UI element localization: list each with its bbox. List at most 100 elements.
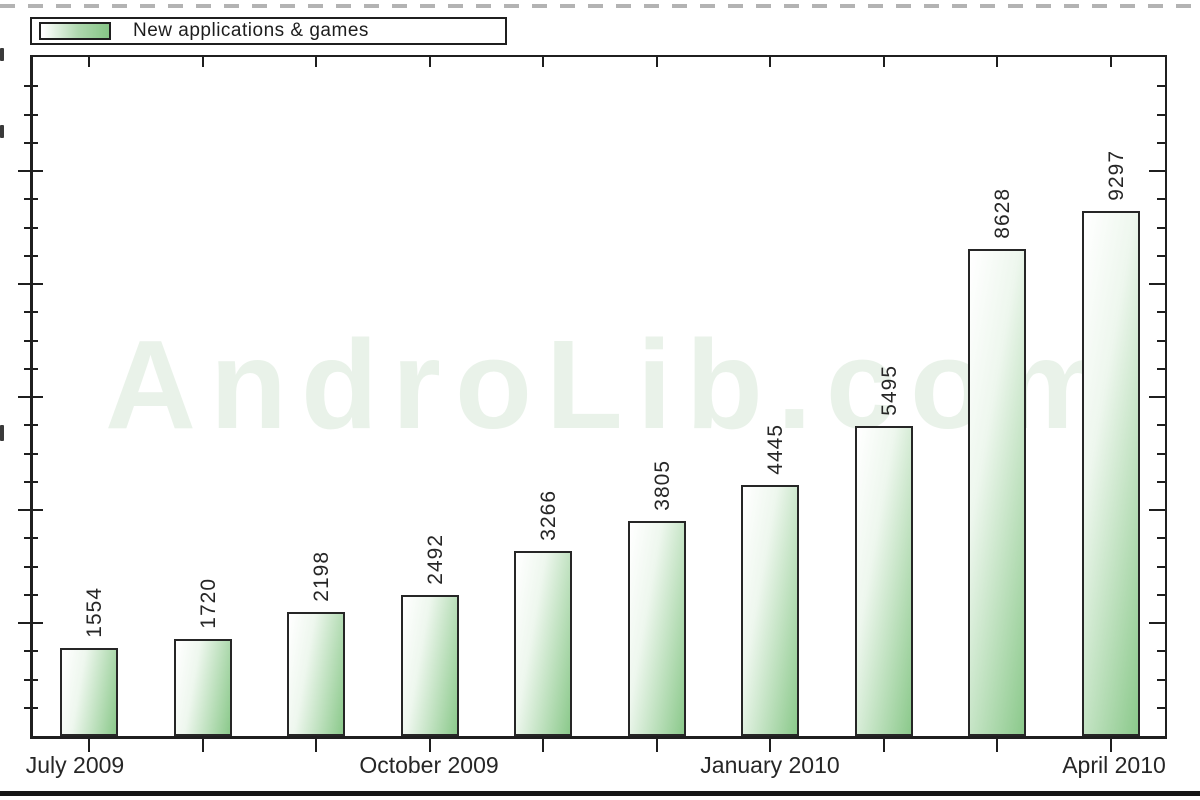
x-axis-top-tick (996, 57, 998, 67)
y-axis-major-tick (18, 622, 43, 624)
y-axis-minor-tick-right (1157, 650, 1165, 652)
y-axis-major-tick (18, 283, 43, 285)
x-axis-top-tick (429, 57, 431, 67)
bar (628, 521, 686, 736)
legend-label: New applications & games (133, 20, 369, 41)
y-axis-minor-tick-right (1157, 85, 1165, 87)
bar (401, 595, 459, 736)
x-axis-top-tick (656, 57, 658, 67)
y-axis-minor-tick (24, 255, 38, 257)
x-axis-top-tick (542, 57, 544, 67)
bar-value-label: 1554 (83, 587, 106, 638)
bar-value-label: 2492 (424, 534, 447, 585)
y-axis-minor-tick (24, 650, 38, 652)
y-axis-minor-tick (24, 227, 38, 229)
y-axis-minor-tick (24, 142, 38, 144)
x-axis-tick-label: April 2010 (1062, 752, 1166, 778)
top-border-dashed-line (0, 4, 1200, 8)
x-axis-top-tick (202, 57, 204, 67)
y-axis-minor-tick-right (1157, 679, 1165, 681)
legend-swatch-icon (39, 22, 111, 40)
x-axis-bottom-tick (202, 736, 204, 752)
y-axis-minor-tick (24, 340, 38, 342)
y-axis-minor-tick (24, 537, 38, 539)
x-axis-bottom-tick (883, 736, 885, 752)
y-axis-minor-tick (24, 453, 38, 455)
plot-border-right (1165, 55, 1167, 739)
y-axis-minor-tick-right (1157, 142, 1165, 144)
x-axis-tick-label: January 2010 (700, 752, 840, 778)
bar-value-label: 3266 (537, 490, 560, 541)
bar-value-label: 3805 (651, 460, 674, 511)
bar-value-label: 5495 (878, 365, 901, 416)
y-axis-minor-tick (24, 566, 38, 568)
x-axis-line (30, 736, 1167, 739)
x-axis-top-tick (1110, 57, 1112, 67)
y-axis-minor-tick (24, 311, 38, 313)
y-axis-minor-tick (24, 707, 38, 709)
y-axis-minor-tick-right (1157, 453, 1165, 455)
legend: New applications & games (30, 17, 507, 45)
bar-value-label: 2198 (310, 551, 333, 602)
y-axis-major-tick (18, 170, 43, 172)
x-axis-top-tick (769, 57, 771, 67)
bar (287, 612, 345, 736)
y-axis-minor-tick (24, 679, 38, 681)
y-axis-minor-tick-right (1157, 481, 1165, 483)
y-axis-minor-tick-right (1157, 255, 1165, 257)
y-axis-minor-tick (24, 594, 38, 596)
y-axis-minor-tick (24, 198, 38, 200)
y-axis-major-tick-right (1149, 170, 1165, 172)
y-axis-minor-tick (24, 481, 38, 483)
y-axis-minor-tick-right (1157, 311, 1165, 313)
x-axis-bottom-tick (542, 736, 544, 752)
y-axis-label-fragment (0, 125, 4, 138)
watermark: AndroLib.com (105, 314, 1127, 455)
x-axis-top-tick (88, 57, 90, 67)
bar-value-label: 9297 (1105, 150, 1128, 201)
x-axis-tick-label: July 2009 (25, 752, 125, 778)
x-axis-bottom-tick (996, 736, 998, 752)
y-axis-minor-tick (24, 424, 38, 426)
bar (514, 551, 572, 736)
y-axis-major-tick-right (1149, 283, 1165, 285)
plot-area: 1554 1720 2198 2492 3266 3805 4445 5495 8628 9297 (18, 55, 1167, 752)
x-axis-bottom-tick (429, 736, 431, 752)
y-axis-minor-tick (24, 368, 38, 370)
plot-border-top (30, 55, 1167, 57)
y-axis-minor-tick-right (1157, 424, 1165, 426)
y-axis-major-tick-right (1149, 396, 1165, 398)
y-axis-minor-tick-right (1157, 227, 1165, 229)
y-axis-minor-tick-right (1157, 114, 1165, 116)
bar-value-label: 8628 (991, 188, 1014, 239)
y-axis-minor-tick-right (1157, 707, 1165, 709)
y-axis-major-tick (18, 509, 43, 511)
y-axis-minor-tick-right (1157, 594, 1165, 596)
bar (741, 485, 799, 736)
x-axis-bottom-tick (88, 736, 90, 752)
y-axis-major-tick-right (1149, 509, 1165, 511)
y-axis-major-tick (18, 396, 43, 398)
x-axis-bottom-tick (315, 736, 317, 752)
x-axis-bottom-tick (1110, 736, 1112, 752)
y-axis-label-fragment (0, 48, 4, 61)
x-axis-bottom-tick (656, 736, 658, 752)
y-axis-label-fragment (0, 425, 4, 441)
y-axis-minor-tick-right (1157, 340, 1165, 342)
y-axis-minor-tick (24, 85, 38, 87)
y-axis-minor-tick-right (1157, 368, 1165, 370)
x-axis-top-tick (883, 57, 885, 67)
bar-value-label: 4445 (764, 424, 787, 475)
y-axis-minor-tick (24, 114, 38, 116)
bar (1082, 211, 1140, 736)
y-axis-minor-tick-right (1157, 198, 1165, 200)
x-axis-tick-label: October 2009 (359, 752, 499, 778)
y-axis-minor-tick-right (1157, 537, 1165, 539)
bar-value-label: 1720 (197, 578, 220, 629)
bar (968, 249, 1026, 736)
y-axis-major-tick-right (1149, 622, 1165, 624)
x-axis-bottom-tick (769, 736, 771, 752)
bottom-border-line (0, 791, 1200, 796)
bar (855, 426, 913, 736)
